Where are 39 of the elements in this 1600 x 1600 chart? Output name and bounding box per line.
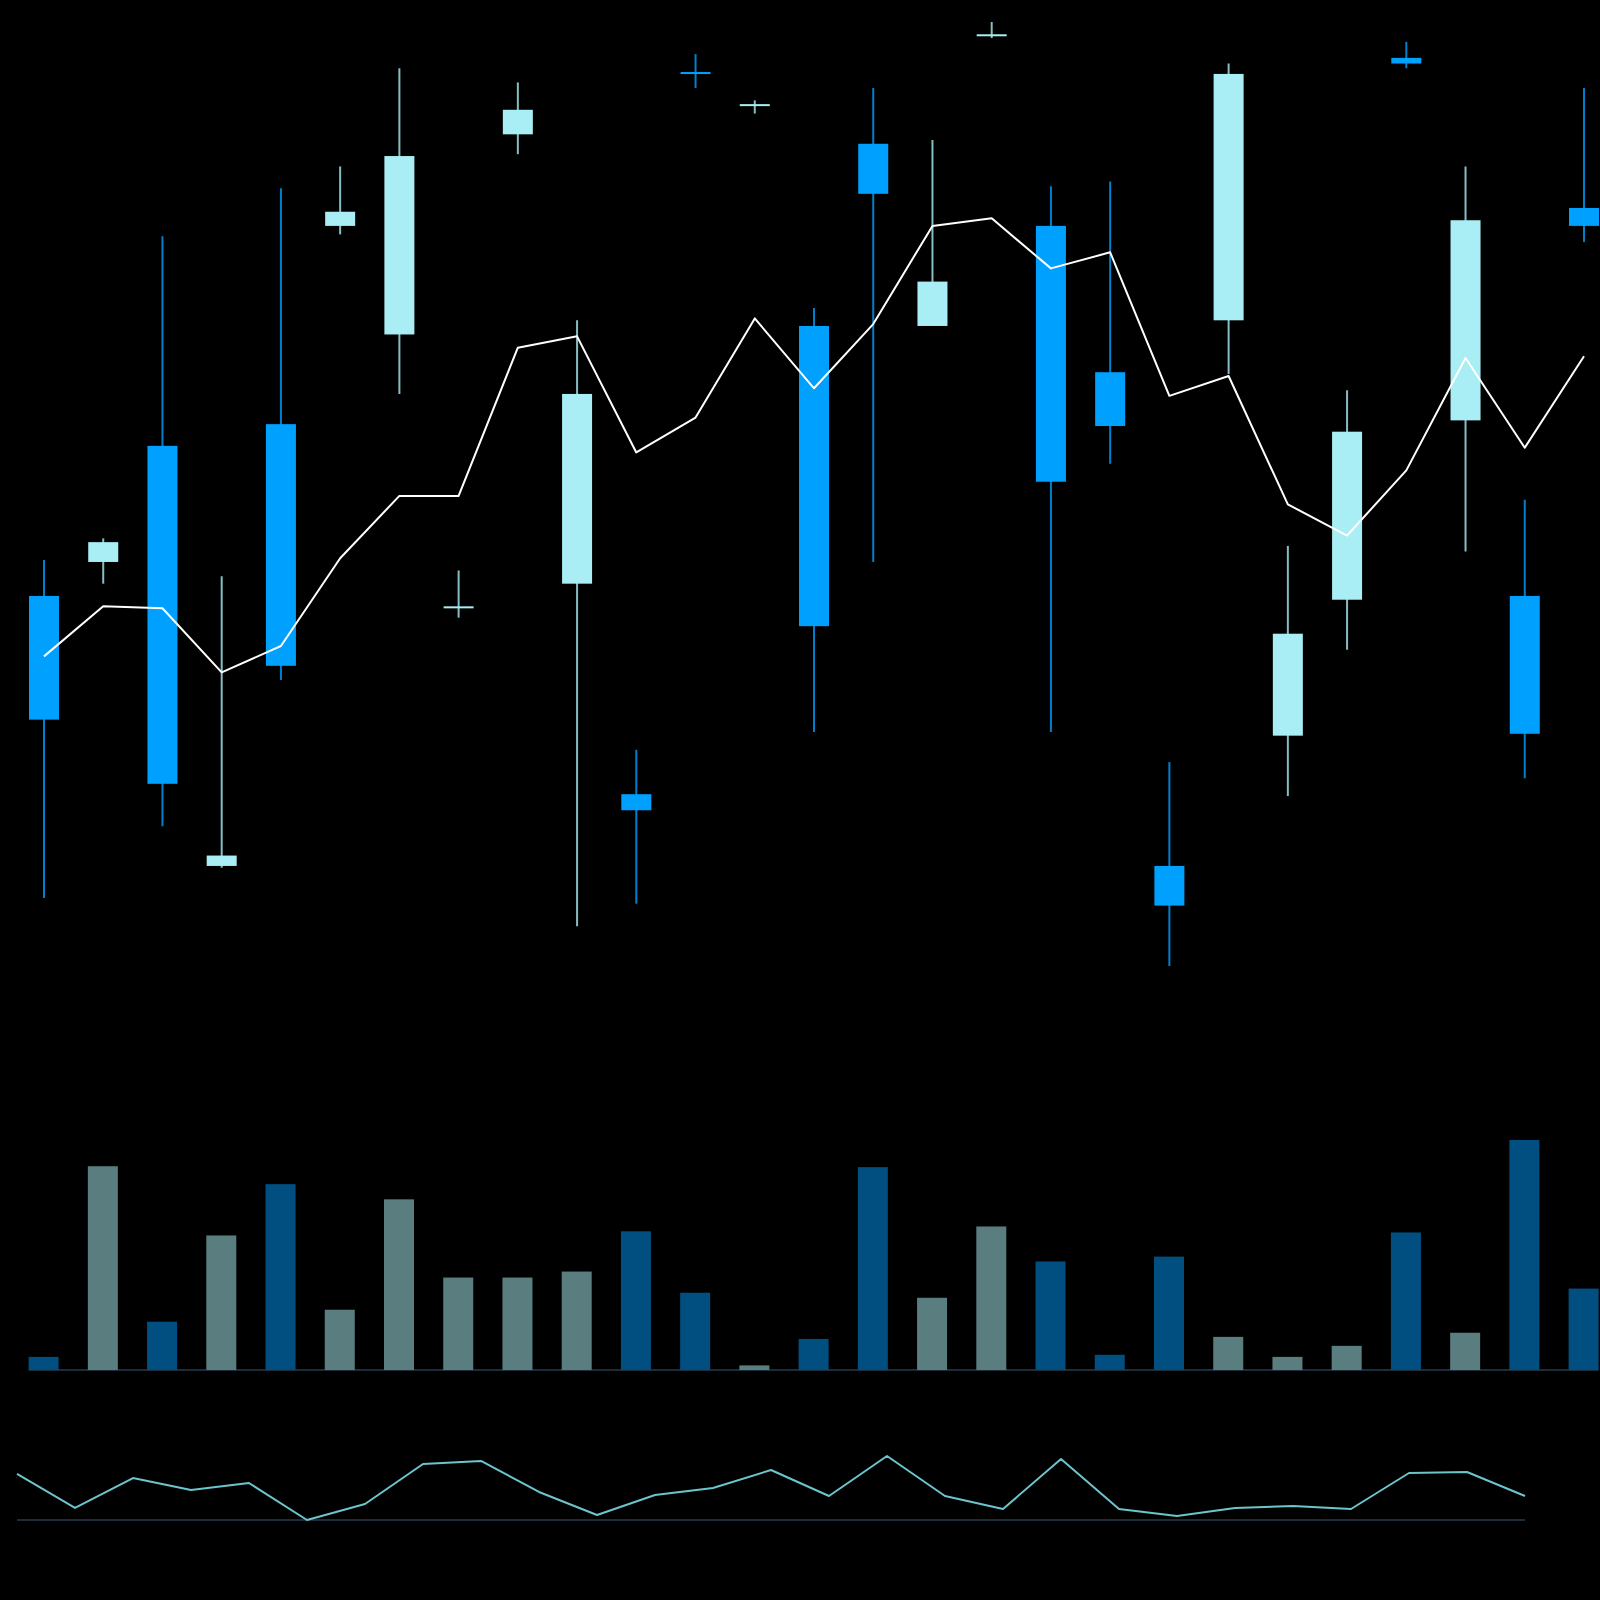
candlestick xyxy=(206,575,237,869)
candlestick xyxy=(325,165,356,236)
bar xyxy=(265,1184,296,1370)
bar xyxy=(28,1356,59,1370)
bar xyxy=(798,1338,829,1370)
candlestick xyxy=(502,81,533,156)
bar xyxy=(206,1235,237,1370)
candlestick xyxy=(1391,40,1422,70)
bar xyxy=(621,1231,652,1370)
candlestick xyxy=(858,87,889,563)
bar xyxy=(502,1277,533,1370)
bar xyxy=(384,1199,415,1370)
candlestick xyxy=(680,53,711,90)
candlestick xyxy=(621,748,652,905)
bar xyxy=(1391,1232,1422,1370)
candlestick xyxy=(1154,761,1185,967)
bar xyxy=(443,1277,474,1370)
bar xyxy=(1568,1288,1599,1370)
bar xyxy=(917,1297,948,1370)
bar xyxy=(1154,1256,1185,1370)
bar xyxy=(1509,1140,1540,1370)
bar xyxy=(858,1167,889,1370)
bar xyxy=(976,1226,1007,1370)
bar xyxy=(562,1271,593,1370)
bar xyxy=(680,1292,711,1370)
bar xyxy=(1213,1336,1244,1370)
candlestick xyxy=(88,537,119,585)
bar xyxy=(147,1321,178,1370)
bar xyxy=(1095,1354,1126,1370)
candlestick xyxy=(739,99,770,115)
bar xyxy=(1272,1356,1303,1370)
candlestick xyxy=(917,139,948,327)
candlestick xyxy=(1569,87,1599,243)
bar xyxy=(88,1166,119,1370)
candlestick xyxy=(443,569,474,619)
bar xyxy=(1035,1261,1066,1370)
bar xyxy=(1450,1332,1481,1370)
bar xyxy=(1332,1345,1363,1370)
bar xyxy=(325,1309,356,1370)
